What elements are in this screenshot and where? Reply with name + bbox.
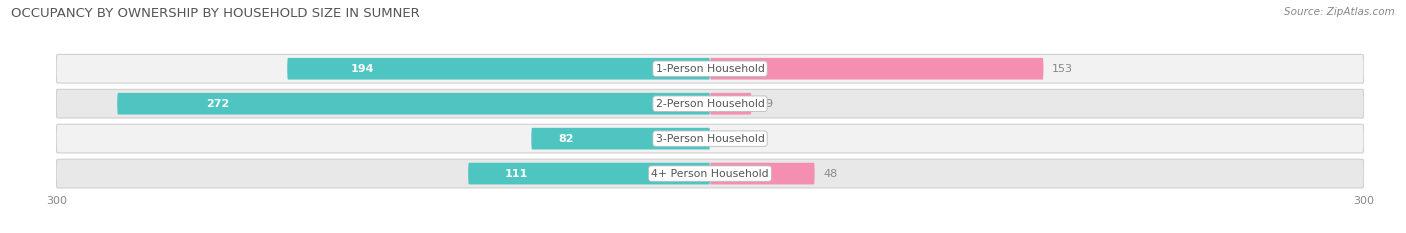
FancyBboxPatch shape: [531, 128, 710, 150]
Text: 4+ Person Household: 4+ Person Household: [651, 169, 769, 178]
FancyBboxPatch shape: [468, 163, 710, 185]
Text: OCCUPANCY BY OWNERSHIP BY HOUSEHOLD SIZE IN SUMNER: OCCUPANCY BY OWNERSHIP BY HOUSEHOLD SIZE…: [11, 7, 420, 20]
FancyBboxPatch shape: [710, 163, 814, 185]
Text: 2-Person Household: 2-Person Household: [655, 99, 765, 109]
FancyBboxPatch shape: [710, 58, 1043, 80]
Text: 153: 153: [1052, 64, 1073, 74]
FancyBboxPatch shape: [287, 58, 710, 80]
FancyBboxPatch shape: [56, 124, 1364, 153]
FancyBboxPatch shape: [56, 89, 1364, 118]
Text: 111: 111: [505, 169, 527, 178]
Text: 82: 82: [558, 134, 574, 144]
Text: 194: 194: [350, 64, 374, 74]
Text: 48: 48: [824, 169, 838, 178]
Text: Source: ZipAtlas.com: Source: ZipAtlas.com: [1284, 7, 1395, 17]
FancyBboxPatch shape: [56, 55, 1364, 83]
Text: 0: 0: [718, 134, 725, 144]
FancyBboxPatch shape: [710, 93, 751, 115]
FancyBboxPatch shape: [117, 93, 710, 115]
Text: 1-Person Household: 1-Person Household: [655, 64, 765, 74]
Text: 272: 272: [207, 99, 229, 109]
FancyBboxPatch shape: [56, 159, 1364, 188]
Text: 3-Person Household: 3-Person Household: [655, 134, 765, 144]
Text: 19: 19: [761, 99, 775, 109]
